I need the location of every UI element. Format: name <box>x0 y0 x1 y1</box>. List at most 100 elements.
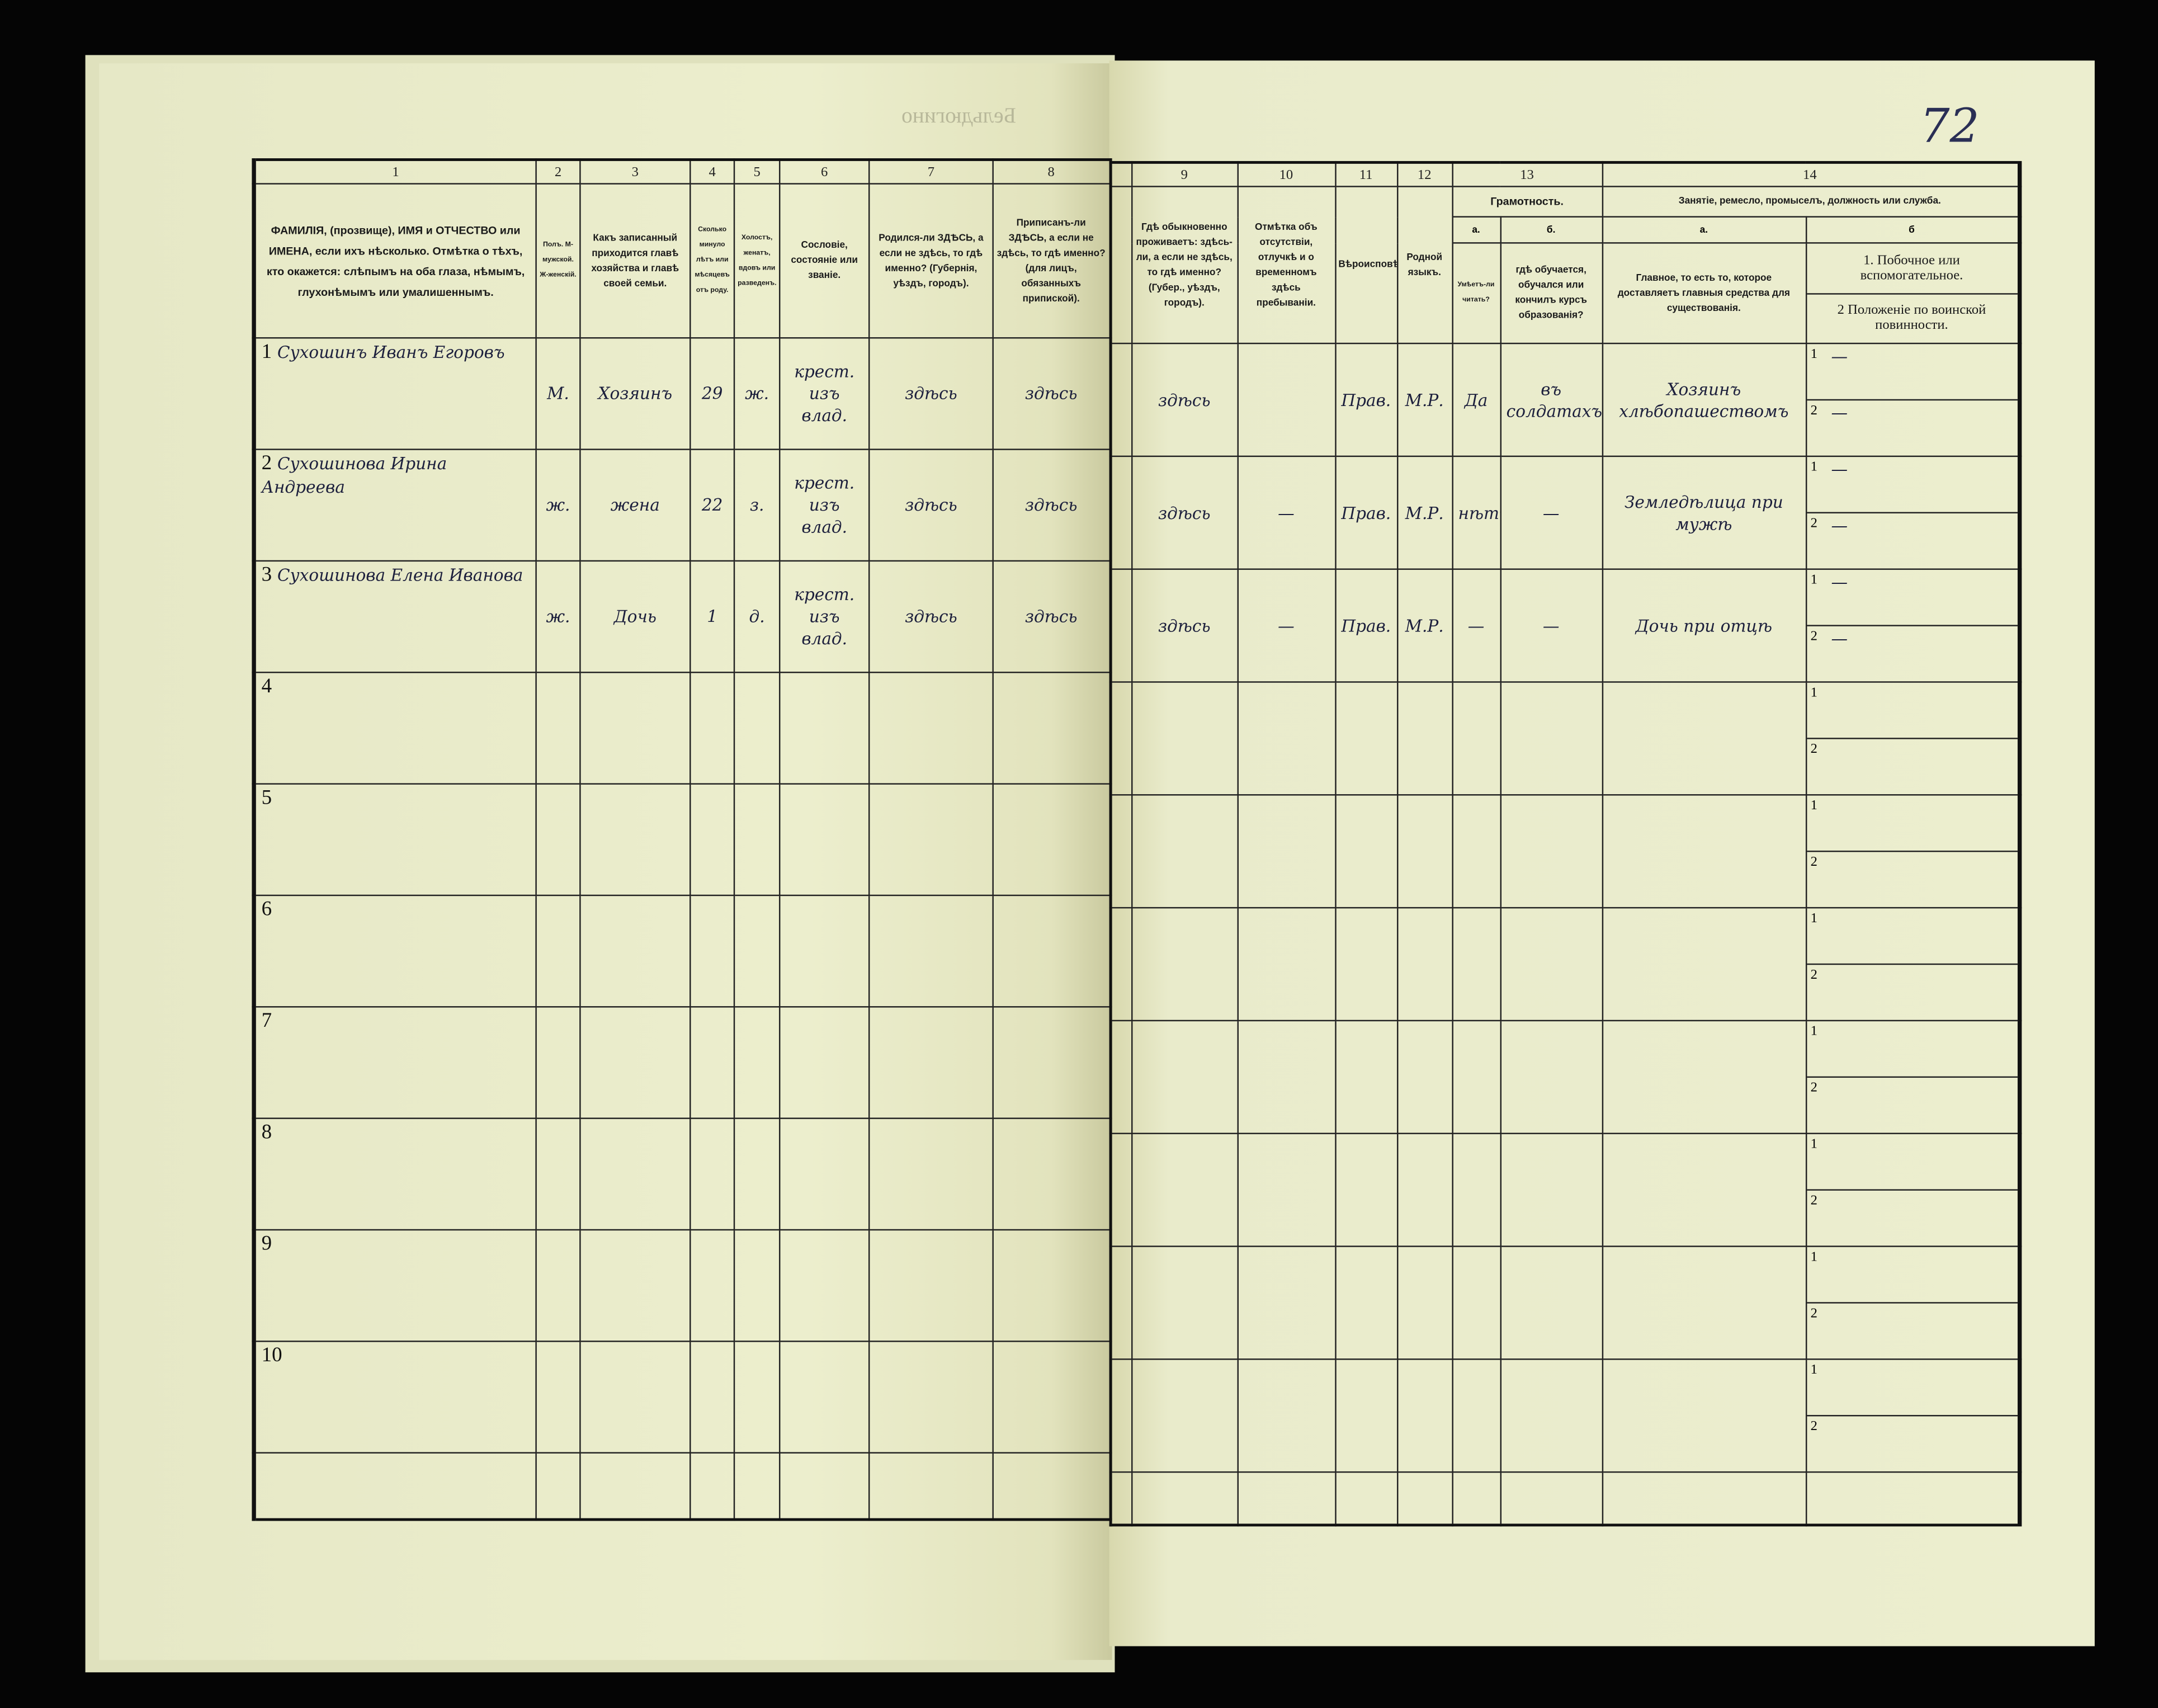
cell-secondary-military: 1—2— <box>1805 342 2020 457</box>
cell-residence <box>1130 1358 1238 1473</box>
row-number: 10 <box>261 1344 282 1367</box>
cell-literate <box>1451 1020 1501 1134</box>
cell-age <box>690 1006 735 1119</box>
cell-name: 7 <box>253 1006 537 1119</box>
cell-literate: Да <box>1451 342 1501 457</box>
cell-registered <box>992 1341 1111 1454</box>
cell-born <box>868 894 994 1008</box>
military-status: — <box>1831 403 1848 423</box>
cell-education: — <box>1499 568 1603 683</box>
header-literacy: Грамотность. <box>1451 186 1603 218</box>
header-name: ФАМИЛІЯ, (прозвище), ИМЯ и ОТЧЕСТВО или … <box>253 183 537 339</box>
cell-sex: ж. <box>535 449 581 562</box>
cell-education: — <box>1499 455 1603 570</box>
row-number: 1 <box>261 341 272 364</box>
sub-label: б <box>1805 216 2020 244</box>
column-number-row: 1 2 3 4 5 6 7 8 <box>253 159 1111 185</box>
cell-born: здѣсь <box>868 449 994 562</box>
cell-absence <box>1236 794 1336 909</box>
cell-sex <box>535 1341 581 1454</box>
cell-registered <box>992 1229 1111 1342</box>
secondary-split: 1—2— <box>1807 345 2017 455</box>
cell-estate <box>778 1341 870 1454</box>
sub-number: 1 <box>1810 1249 1817 1265</box>
military-status-line: 2 <box>1807 1076 2017 1133</box>
person-name: Сухошинъ Иванъ Егоровъ <box>277 342 505 362</box>
table-row-blank <box>1109 1471 2020 1525</box>
cell-born <box>868 1117 994 1231</box>
cell-literate: нѣтъ <box>1451 455 1501 570</box>
cell-relation <box>579 894 691 1008</box>
col-number: 4 <box>690 159 735 185</box>
header-detail-row: Умѣетъ-ли читать? гдѣ обучается, обучалс… <box>1111 242 2020 345</box>
sub-number: 1 <box>1810 460 1817 475</box>
row-number: 2 <box>261 452 272 475</box>
cell-absence <box>1236 342 1336 457</box>
cell-marital <box>733 1341 781 1454</box>
cell-born <box>868 672 994 785</box>
cell-religion: Прав. <box>1334 455 1398 570</box>
military-status-line: 2 <box>1807 1302 2017 1358</box>
cell-language <box>1396 1245 1453 1360</box>
cell-age <box>690 1117 735 1231</box>
cell-language: М.Р. <box>1396 568 1453 683</box>
cell-marital <box>733 1006 781 1119</box>
header-registered: Приписанъ-ли ЗДѢСЬ, а если не здѣсь, то … <box>992 183 1111 339</box>
military-status: — <box>1831 516 1848 536</box>
cell-absence <box>1236 907 1336 1022</box>
sub-number: 2 <box>1810 1193 1817 1209</box>
cell-religion <box>1334 1245 1398 1360</box>
col-number: 9 <box>1130 162 1238 187</box>
blank-cell <box>579 1452 691 1520</box>
sub-number: 1 <box>1810 1362 1817 1378</box>
person-name: Сухошинова Ирина Андреева <box>261 454 447 497</box>
secondary-split: 1 —2— <box>1807 457 2017 568</box>
cell-born: здѣсь <box>868 560 994 673</box>
table-row: 1 Сухошинъ Иванъ Егоровъ М. Хозяинъ 29 ж. крес… <box>253 337 1111 450</box>
table-row: 5 <box>253 783 1111 897</box>
secondary-occupation-line: 1 <box>1807 1022 2017 1076</box>
cell-literate <box>1451 794 1501 909</box>
cell-estate <box>778 672 870 785</box>
col-number: 8 <box>992 159 1111 185</box>
cell-occupation <box>1601 794 1807 909</box>
cell-language <box>1396 1020 1453 1134</box>
table-row-blank <box>253 1452 1111 1520</box>
cell-registered <box>992 672 1111 785</box>
secondary-occupation-line: 1 <box>1807 796 2017 851</box>
cell-education <box>1499 1133 1603 1247</box>
secondary-occupation-line: 1 <box>1807 1248 2017 1302</box>
page-number: 72 <box>1920 99 1980 154</box>
cell-residence: здѣсь <box>1130 568 1238 683</box>
cell-marital <box>733 1229 781 1342</box>
cell-age: 29 <box>690 337 735 450</box>
secondary-occupation-line: 1 <box>1807 1361 2017 1415</box>
cell-marital: з. <box>733 449 781 562</box>
military-status-line: 2— <box>1807 512 2017 568</box>
cell-sex <box>535 894 581 1008</box>
blank-cell <box>733 1452 781 1520</box>
col-number: 12 <box>1396 162 1453 187</box>
cell-estate: крест. изъ влад. <box>778 560 870 673</box>
sub-number: 1 <box>1810 1024 1817 1040</box>
cell-sex <box>535 1229 581 1342</box>
sub-number: 2 <box>1810 516 1817 531</box>
header-can-read: Умѣетъ-ли читать? <box>1451 242 1501 345</box>
row-number: 9 <box>261 1233 272 1256</box>
cell-language: М.Р. <box>1396 455 1453 570</box>
col-number: 6 <box>778 159 870 185</box>
table-row: 4 <box>253 672 1111 785</box>
faint-stamp: Бельдюгино <box>901 105 1017 128</box>
sub-label: б. <box>1499 216 1603 244</box>
cell-age: 1 <box>690 560 735 673</box>
col-number: 14 <box>1601 162 2020 187</box>
cell-sex <box>535 1117 581 1231</box>
